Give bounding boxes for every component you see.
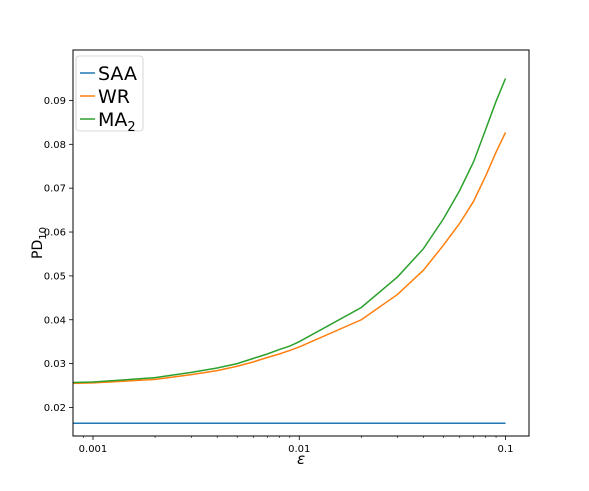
- series-line-MA2: [72, 78, 507, 384]
- legend-label-MA2: MA2: [98, 109, 136, 135]
- x-tick-label: 0.01: [288, 444, 310, 455]
- legend-label-main: MA: [98, 109, 127, 131]
- y-tick-label: 0.05: [44, 271, 66, 282]
- y-tick-label: 0.03: [44, 359, 66, 370]
- y-axis-label: PD10: [30, 227, 49, 259]
- y-tick-label: 0.09: [44, 96, 66, 107]
- legend-label-main: WR: [98, 86, 130, 108]
- x-tick-label: 0.001: [79, 444, 108, 455]
- y-tick-label: 0.07: [44, 184, 66, 195]
- y-tick-label: 0.02: [44, 403, 66, 414]
- y-axis: 0.02 0.03 0.04 0.05 0.06 0.07 0.08 0.09: [44, 96, 73, 414]
- y-tick-label: 0.04: [44, 315, 66, 326]
- legend-label-main: SAA: [98, 63, 137, 85]
- y-tick-label: 0.08: [44, 140, 66, 151]
- legend-label-WR: WR: [98, 86, 130, 108]
- x-axis: 0.001 0.01 0.1: [79, 436, 514, 455]
- series-line-WR: [72, 132, 507, 385]
- y-axis-label-sub: 10: [38, 227, 49, 240]
- y-tick-label: 0.06: [44, 228, 66, 239]
- legend-label-SAA: SAA: [98, 63, 137, 85]
- y-axis-label-main: PD: [30, 240, 46, 259]
- x-axis-label: ε: [297, 450, 305, 468]
- legend-label-sub: 2: [127, 120, 135, 135]
- plot-frame: [72, 49, 530, 437]
- legend-box: [75, 55, 144, 132]
- x-tick-label: 0.1: [498, 444, 514, 455]
- plot-lines: [72, 78, 507, 425]
